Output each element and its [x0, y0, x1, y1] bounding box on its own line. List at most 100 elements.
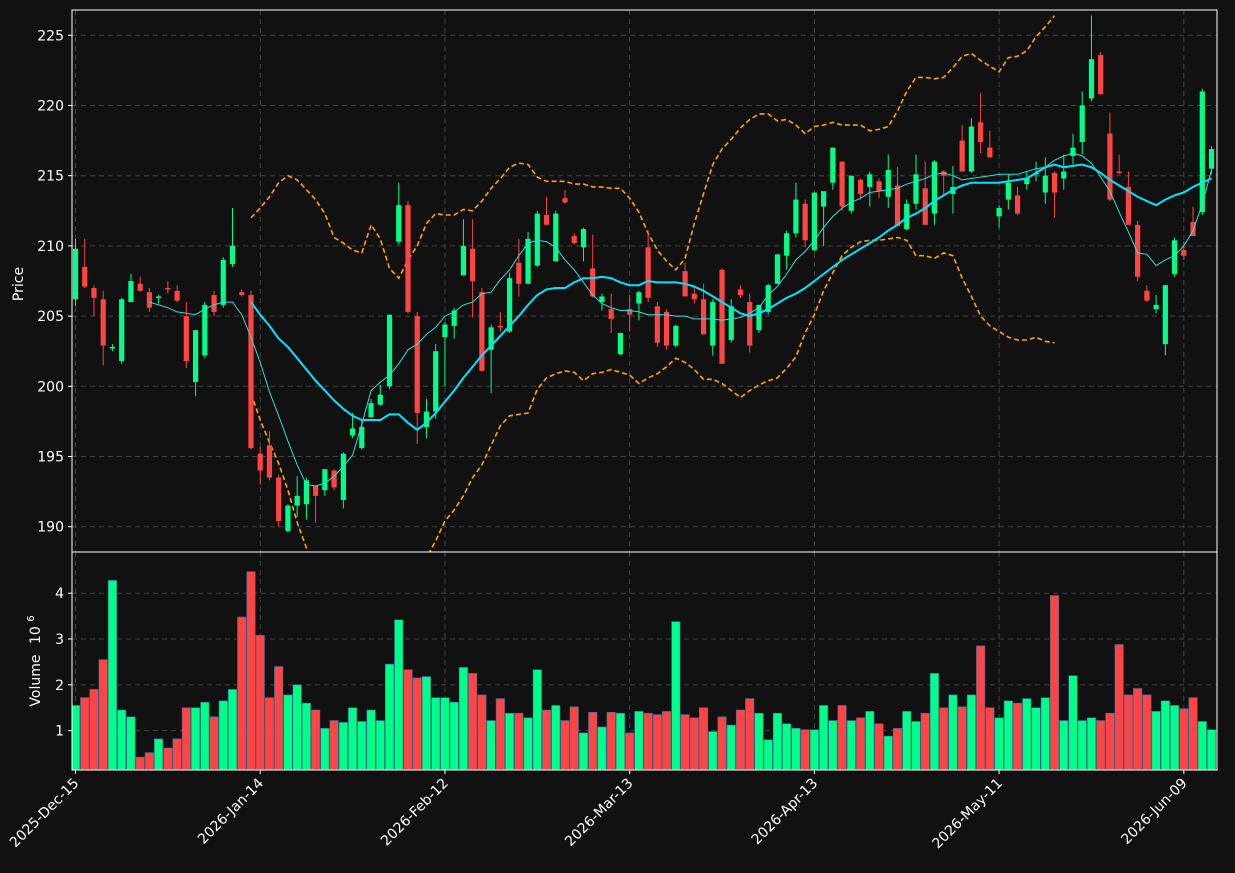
candle-body [617, 332, 624, 355]
candle-body [839, 161, 845, 207]
candle-body [830, 147, 836, 183]
volume-bar [680, 714, 690, 770]
volume-bar [412, 677, 422, 770]
candle-body [1116, 171, 1122, 173]
candle-body [313, 486, 319, 496]
volume-bar [209, 716, 219, 770]
candle-body [765, 285, 771, 312]
volume-bar [939, 707, 949, 770]
candle-body [673, 325, 679, 346]
volume-bar [569, 706, 579, 770]
candle-body [968, 126, 974, 172]
candle-body [183, 316, 189, 362]
volume-bar [1142, 694, 1152, 770]
volume-bar [652, 714, 662, 770]
volume-bar [1151, 711, 1161, 770]
volume-bar [514, 712, 524, 770]
volume-bar [191, 707, 201, 770]
candle-body [442, 324, 448, 338]
volume-bar [181, 707, 191, 770]
candle-body [922, 188, 928, 225]
volume-bar [135, 756, 145, 770]
candle-body [645, 247, 651, 298]
candle-body [1199, 91, 1205, 213]
candle-body [562, 198, 568, 203]
bollinger-upper-line [250, 15, 1056, 280]
volume-bar [384, 663, 395, 770]
volume-bar [394, 619, 404, 770]
volume-axis-label-exponent: 6 [26, 615, 37, 621]
candle-body [691, 293, 697, 300]
candle-body [303, 480, 309, 505]
candle-body [248, 295, 254, 449]
candle-body [664, 311, 670, 346]
volume-bar [597, 726, 607, 770]
volume-bar [237, 616, 247, 770]
candle-body [239, 292, 245, 296]
candle-body [1125, 186, 1132, 225]
candle-body [543, 215, 550, 225]
volume-bar [1013, 702, 1023, 770]
volume-bar [828, 720, 838, 770]
volume-bar [782, 723, 792, 770]
candle-body [719, 269, 725, 364]
candle-body [460, 245, 467, 276]
volume-bar [80, 697, 90, 770]
volume-ytick-label: 2 [55, 678, 64, 694]
candle-body [340, 453, 346, 501]
candle-body [433, 351, 439, 412]
volume-bar [948, 694, 958, 770]
candle-body [1005, 182, 1011, 200]
volume-bar [902, 711, 912, 770]
candle-body [100, 299, 106, 346]
candle-body [784, 233, 790, 256]
volume-bar [348, 707, 358, 770]
volume-bar [486, 720, 496, 770]
volume-bar [976, 645, 986, 770]
volume-bar [911, 721, 921, 770]
volume-bar [856, 717, 866, 770]
candle-body [146, 292, 152, 308]
volume-bar [985, 707, 995, 770]
volume-bar [1068, 675, 1078, 770]
candle-body [165, 288, 171, 290]
volume-bar [98, 659, 108, 770]
candle-body [72, 248, 79, 300]
volume-bar [800, 729, 810, 770]
volume-bar [403, 669, 413, 770]
candle-body [479, 292, 485, 371]
price-ytick-label: 195 [37, 450, 64, 466]
candle-body [1171, 240, 1178, 274]
candle-body [285, 505, 291, 531]
candle-body [710, 302, 716, 346]
volume-bar [846, 720, 856, 770]
candle-body [756, 304, 762, 331]
volume-bar [957, 706, 967, 770]
ma-fast-line [149, 152, 1212, 487]
candle-body [959, 140, 965, 172]
volume-bar [440, 697, 450, 770]
candle-body [423, 411, 430, 428]
volume-bar [763, 739, 773, 770]
candle-body [137, 283, 143, 291]
candle-body [331, 470, 337, 488]
candle-body [322, 469, 328, 491]
volume-bar [421, 676, 432, 770]
volume-bar [1040, 697, 1050, 770]
volume-bar [154, 738, 164, 770]
candle-body [599, 296, 605, 303]
candle-body [119, 299, 125, 362]
volume-bar [449, 701, 459, 770]
candle-body [700, 299, 707, 335]
volume-bar [726, 724, 736, 770]
candle-body [885, 170, 891, 197]
volume-bar [1133, 688, 1143, 770]
volume-bar [671, 621, 681, 770]
volume-panel-frame [71, 551, 1218, 771]
volume-bar [1179, 708, 1189, 770]
volume-bar [883, 735, 893, 770]
volume-bar [89, 689, 99, 770]
volume-bar [689, 717, 699, 770]
volume-bar [329, 720, 339, 770]
candle-body [82, 266, 88, 287]
